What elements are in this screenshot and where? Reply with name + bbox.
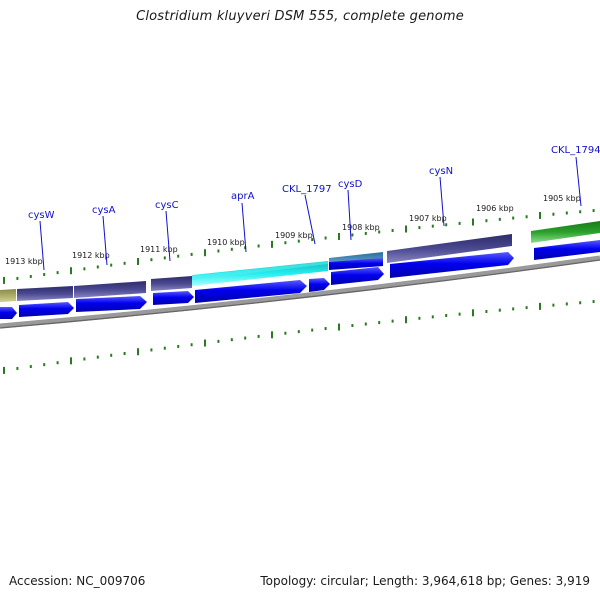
cog-feature-cysW xyxy=(17,286,73,301)
gene-labels: cysW cysA cysC aprA CKL_1797 cysD cysN C… xyxy=(28,145,600,221)
cds-arrow-cysD-upper xyxy=(329,258,383,270)
cog-feature-cysA xyxy=(74,281,146,298)
leader-line-CKL_1797 xyxy=(304,194,316,245)
cds-arrow xyxy=(0,307,17,319)
kbp-label: 1912 kbp xyxy=(72,251,110,260)
cds-track xyxy=(0,240,600,319)
cds-arrow-cysN xyxy=(390,252,514,278)
cds-arrow-CKL_1797 xyxy=(309,278,330,292)
backbone-circle-shadow xyxy=(0,259,600,329)
cog-feature-olive xyxy=(0,289,16,302)
page-title: Clostridium kluyveri DSM 555, complete g… xyxy=(136,9,464,24)
kbp-label: 1908 kbp xyxy=(342,223,380,232)
accession-text: Accession: NC_009706 xyxy=(9,574,146,588)
cog-feature-cysC xyxy=(151,276,192,291)
gene-label-cysC: cysC xyxy=(155,200,179,211)
cog-feature-CKL_1797 xyxy=(192,261,328,280)
kbp-labels: 1913 kbp 1912 kbp 1911 kbp 1910 kbp 1909… xyxy=(5,194,581,266)
gene-label-cysA: cysA xyxy=(92,205,116,216)
leader-line-cysW xyxy=(39,220,45,271)
backbone-circle xyxy=(0,255,600,329)
leader-line-CKL_1794 xyxy=(575,156,582,207)
gene-label-cysN: cysN xyxy=(429,166,453,177)
cds-arrow-cysD xyxy=(331,267,384,285)
gene-label-cysW: cysW xyxy=(28,210,55,221)
cog-feature-CKL_1794 xyxy=(531,221,600,243)
gene-label-cysD: cysD xyxy=(338,179,363,190)
genome-summary-text: Topology: circular; Length: 3,964,618 bp… xyxy=(260,574,590,588)
leader-line-aprA xyxy=(241,202,247,253)
cds-arrow-cysC xyxy=(153,291,194,305)
kbp-label: 1907 kbp xyxy=(409,214,447,223)
tick-ring-outer xyxy=(3,209,595,284)
cds-arrow-CKL_1794 xyxy=(534,240,600,260)
kbp-label: 1905 kbp xyxy=(543,194,581,203)
kbp-label: 1913 kbp xyxy=(5,257,43,266)
cog-feature-cysN xyxy=(387,234,512,263)
cds-arrow-cysW xyxy=(19,302,74,317)
kbp-label: 1910 kbp xyxy=(207,238,245,247)
gene-leader-lines xyxy=(39,156,582,271)
leader-line-cysC xyxy=(165,210,171,262)
leader-line-cysN xyxy=(439,176,445,227)
kbp-label: 1909 kbp xyxy=(275,231,313,240)
kbp-label: 1906 kbp xyxy=(476,204,514,213)
cds-arrow-cysA xyxy=(76,296,147,312)
leader-line-cysA xyxy=(102,215,108,266)
leader-line-cysD xyxy=(347,189,352,241)
cds-arrow-aprA xyxy=(195,280,307,303)
kbp-label: 1911 kbp xyxy=(140,245,178,254)
gene-label-aprA: aprA xyxy=(231,191,255,202)
gene-label-CKL_1794: CKL_1794 xyxy=(551,145,600,156)
tick-ring-inner xyxy=(3,300,595,374)
gene-label-CKL_1797: CKL_1797 xyxy=(282,184,332,195)
